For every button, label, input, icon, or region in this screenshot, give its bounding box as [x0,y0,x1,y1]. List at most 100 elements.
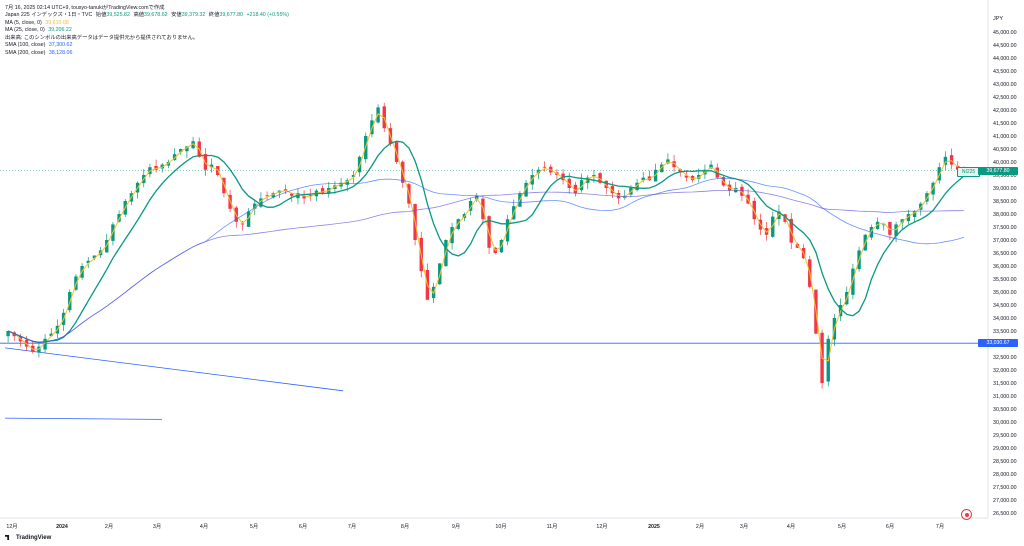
candle-body [777,211,781,220]
candle-body [943,156,948,165]
candle-body [6,331,10,337]
price-axis-label: 44,500.00 [993,43,1017,49]
symbol-header[interactable]: Japan 225 インデックス・1日・TVC 始値39,525.82 高値39… [5,12,289,20]
price-axis-label: 37,000.00 [993,238,1017,244]
high-label: 高値 [133,12,145,18]
candle-body [592,175,596,177]
candle-body [468,201,473,211]
price-axis-label: 34,500.00 [993,303,1017,309]
tradingview-logo-icon [5,535,10,540]
candle-body [265,195,269,197]
price-axis-label: 32,000.00 [993,368,1017,374]
candle-body [105,240,109,253]
candle-body [179,149,183,153]
price-axis-label: 27,500.00 [993,485,1017,491]
close-value: 39,677.80 [219,12,243,18]
time-axis-label: 8月 [401,523,409,530]
ma-line-ma-5-close-0- [7,113,965,362]
time-axis-label: 12月 [6,523,17,530]
open-value: 39,525.82 [106,12,130,18]
candle-body [666,159,670,164]
candle-body [302,196,306,199]
indicator-ma5[interactable]: MA (5, close, 0) 39,610.08 [5,20,289,28]
candle-body [660,164,664,173]
price-axis-label: 39,500.00 [993,173,1017,179]
time-axis-label: 2024 [56,524,68,530]
price-axis-label: 28,000.00 [993,472,1017,478]
indicator-ma25[interactable]: MA (25, close, 0) 39,206.22 [5,27,289,35]
indicator-volume[interactable]: 出来高: このシンボルの出来高データはデータ提供元から提供されておりません。 [5,35,289,43]
candle-body [191,141,195,149]
tradingview-logo[interactable]: TradingView [5,535,51,541]
indicator-sma100[interactable]: SMA (100, close) 37,300.62 [5,42,289,50]
high-value: 39,678.62 [144,12,168,18]
candle-body [919,203,923,210]
time-axis-label: 2月 [696,523,704,530]
open-label: 始値 [95,12,107,18]
candle-body [240,223,245,225]
time-axis-label: 7月 [348,523,356,530]
candle-body [154,165,158,170]
candle-body [783,214,787,222]
candle-body [875,221,880,229]
price-axis-label: 44,000.00 [993,56,1017,62]
time-axis-label: 9月 [452,523,460,530]
indicator-value: 37,300.62 [48,42,73,49]
scroll-to-realtime-button[interactable] [961,509,972,520]
time-axis-label: 2025 [648,524,660,530]
candle-body [92,255,97,259]
indicator-label: MA (25, close, 0) [5,27,45,34]
price-axis-label: 27,000.00 [993,498,1017,504]
candle-body [259,198,263,207]
price-axis-label: 40,500.00 [993,147,1017,153]
indicator-label: MA (5, close, 0) [5,19,42,26]
time-axis-label: 12月 [596,523,607,530]
price-axis-label: 26,500.00 [993,511,1017,517]
price-axis-label: 30,500.00 [993,407,1017,413]
candle-body [345,180,349,185]
snapshot-title: 7月 16, 2025 02:14 UTC+9, tousyo-tanukiがT… [5,5,165,11]
currency-label[interactable]: JPY [993,16,1004,22]
candle-body [653,169,658,182]
ma-line-ma-25-close-0- [7,140,965,343]
candle-body [586,177,590,183]
candle-body [536,169,541,174]
candle-body [209,164,214,168]
price-axis-label: 39,000.00 [993,186,1017,192]
price-axis-label: 43,000.00 [993,82,1017,88]
candle-body [573,184,578,194]
price-axis-label: 38,500.00 [993,199,1017,205]
candle-body [253,203,257,209]
candle-body [894,224,898,236]
price-axis-label: 41,000.00 [993,134,1017,140]
price-axis-label: 38,000.00 [993,212,1017,218]
candle-body [888,221,892,235]
price-axis-label: 31,000.00 [993,394,1017,400]
candle-body [672,161,676,168]
indicator-value: 38,128.06 [48,49,73,56]
price-axis-label: 29,000.00 [993,446,1017,452]
price-axis-label: 31,500.00 [993,381,1017,387]
price-axis-label: 40,000.00 [993,160,1017,166]
candle-body [690,175,695,181]
line-price-tag: 33,030.67 [978,339,1018,347]
indicator-sma200[interactable]: SMA (200, close) 38,128.06 [5,50,289,58]
candle-body [949,155,954,165]
price-axis-label: 42,000.00 [993,108,1017,114]
candle-body [24,339,29,347]
candle-body [351,175,356,177]
time-axis-label: 5月 [250,523,258,530]
candle-body [49,333,53,337]
ma-line-sma-200-close- [7,189,964,343]
candle-body [771,216,775,237]
time-axis-label: 6月 [299,523,307,530]
candle-body [185,146,189,152]
indicator-value: 39,206.22 [48,27,72,34]
indicator-value: 39,610.08 [45,19,69,26]
candle-body [709,164,713,169]
time-axis-label: 11月 [547,523,558,530]
candle-body [271,193,275,198]
indicator-label: SMA (100, close) [5,42,46,49]
